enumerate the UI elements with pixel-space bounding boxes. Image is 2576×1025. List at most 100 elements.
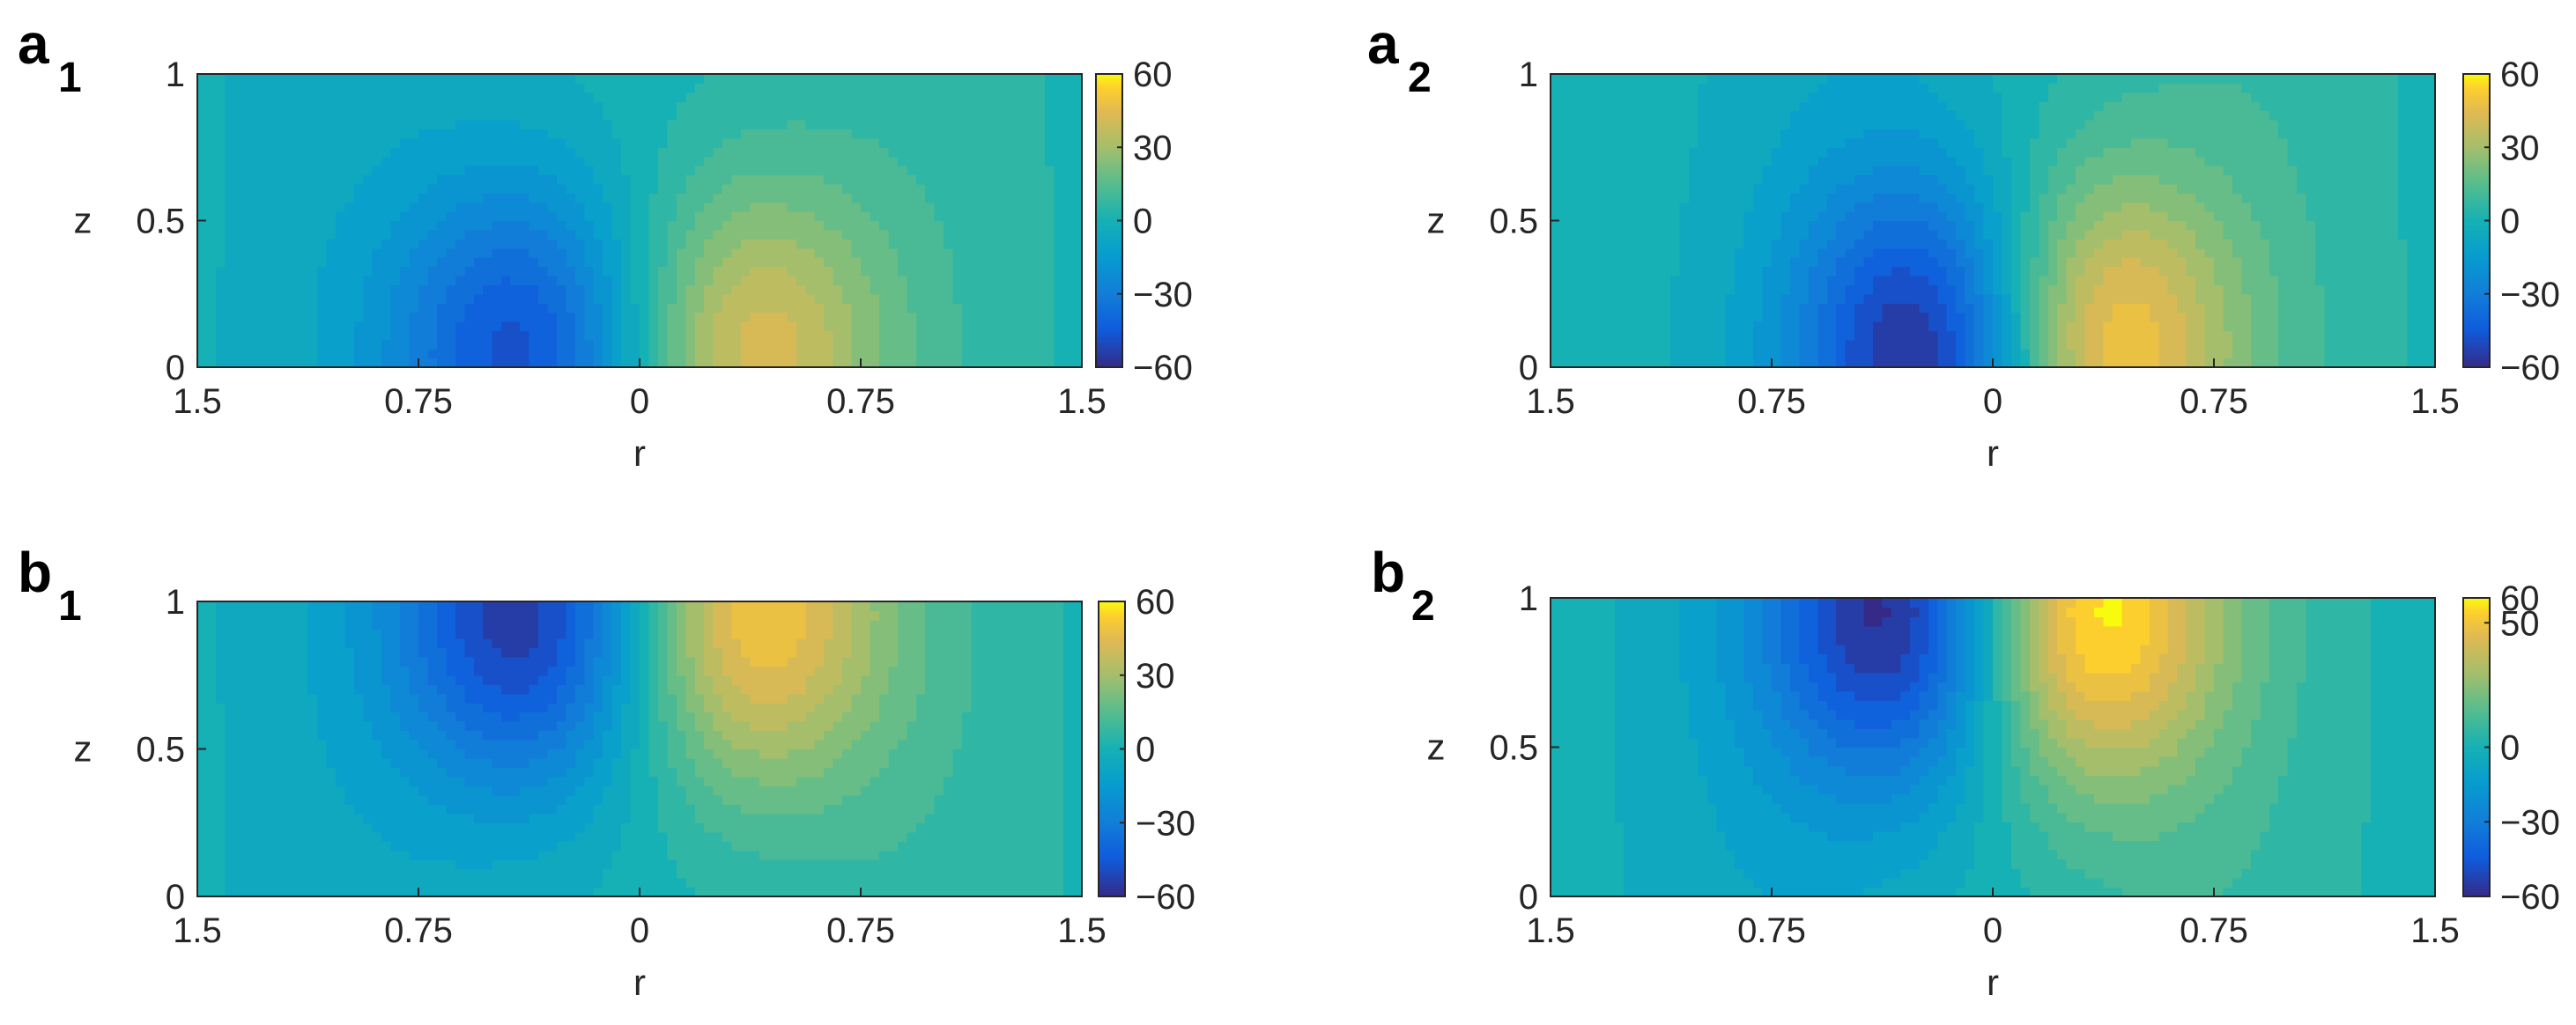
- heatmap-cell: [418, 312, 429, 322]
- heatmap-cell: [584, 74, 595, 85]
- heatmap-cell: [878, 92, 889, 102]
- heatmap-cell: [989, 330, 1000, 341]
- heatmap-cell: [971, 220, 981, 231]
- heatmap-cell: [1063, 349, 1074, 359]
- heatmap-cell: [547, 229, 558, 240]
- heatmap-cell: [299, 193, 309, 203]
- heatmap-cell: [1035, 349, 1046, 359]
- heatmap-cell: [1725, 120, 1736, 130]
- heatmap-cell: [1928, 330, 1938, 341]
- heatmap-cell: [1956, 211, 1966, 222]
- heatmap-cell: [2039, 110, 2049, 121]
- heatmap-cell: [907, 92, 917, 102]
- heatmap-cell: [621, 321, 632, 331]
- heatmap-cell: [206, 229, 217, 240]
- heatmap-cell: [537, 74, 549, 85]
- heatmap-cell: [1669, 147, 1681, 158]
- heatmap-cell: [1772, 101, 1782, 112]
- colorbar-segment: [1096, 357, 1122, 361]
- heatmap-cell: [1008, 358, 1018, 368]
- heatmap-cell: [1642, 229, 1653, 240]
- heatmap-cell: [1669, 156, 1681, 166]
- heatmap-cell: [630, 229, 640, 240]
- heatmap-cell: [400, 137, 411, 148]
- heatmap-cell: [1063, 229, 1074, 240]
- heatmap-cell: [1605, 358, 1616, 368]
- heatmap-cell: [2010, 101, 2021, 112]
- heatmap-cell: [1633, 166, 1644, 176]
- heatmap-cell: [1900, 358, 1911, 368]
- heatmap-cell: [2029, 229, 2039, 240]
- heatmap-cell: [206, 174, 217, 185]
- heatmap-cell: [1735, 74, 1745, 85]
- heatmap-cell: [363, 266, 374, 277]
- heatmap-cell: [1035, 147, 1046, 158]
- heatmap-cell: [363, 293, 374, 304]
- heatmap-cell: [1863, 266, 1874, 277]
- heatmap-cell: [1900, 303, 1911, 313]
- heatmap-cell: [1551, 284, 1561, 295]
- heatmap-cell: [1789, 266, 1800, 277]
- heatmap-cell: [1072, 229, 1083, 240]
- heatmap-cell: [427, 339, 438, 350]
- heatmap-cell: [1845, 183, 1855, 194]
- heatmap-cell: [1035, 110, 1046, 121]
- heatmap-cell: [1826, 349, 1837, 359]
- heatmap-cell: [280, 275, 291, 285]
- heatmap-cell: [1026, 83, 1037, 93]
- colorbar-segment: [1096, 333, 1122, 336]
- heatmap-cell: [400, 129, 411, 139]
- heatmap-cell: [814, 193, 825, 203]
- heatmap-cell: [861, 193, 871, 203]
- heatmap-cell: [2039, 293, 2049, 304]
- heatmap-cell: [215, 220, 226, 231]
- heatmap-cell: [464, 110, 475, 121]
- heatmap-cell: [547, 358, 558, 368]
- heatmap-cell: [1587, 174, 1597, 185]
- heatmap-cell: [971, 101, 981, 112]
- heatmap-cell: [464, 275, 475, 285]
- heatmap-cell: [547, 92, 558, 102]
- heatmap-cell: [1072, 312, 1083, 322]
- heatmap-cell: [640, 303, 650, 313]
- colorbar-segment: [1096, 125, 1122, 129]
- heatmap-cell: [1983, 220, 1994, 231]
- heatmap-cell: [694, 284, 705, 295]
- heatmap-cell: [1937, 74, 1948, 85]
- heatmap-cell: [897, 101, 907, 112]
- heatmap-cell: [2057, 303, 2068, 313]
- colorbar-segment: [1096, 195, 1122, 200]
- heatmap-cell: [529, 92, 539, 102]
- heatmap-cell: [1900, 239, 1911, 249]
- heatmap-cell: [363, 247, 374, 258]
- heatmap-cell: [1615, 266, 1625, 277]
- heatmap-cell: [299, 303, 309, 313]
- heatmap-cell: [1891, 129, 1902, 139]
- heatmap-cell: [252, 312, 263, 322]
- heatmap-cell: [1026, 166, 1037, 176]
- heatmap-cell: [750, 275, 760, 285]
- heatmap-cell: [851, 220, 862, 231]
- heatmap-cell: [630, 110, 640, 121]
- heatmap-cell: [316, 166, 328, 176]
- heatmap-cell: [1679, 349, 1690, 359]
- heatmap-cell: [1026, 247, 1037, 258]
- heatmap-cell: [603, 202, 613, 212]
- heatmap-cell: [206, 358, 217, 368]
- heatmap-cell: [704, 229, 714, 240]
- heatmap-cell: [1605, 257, 1616, 268]
- heatmap-cell: [787, 220, 797, 231]
- heatmap-cell: [363, 166, 374, 176]
- heatmap-cell: [1063, 339, 1074, 350]
- heatmap-cell: [252, 293, 263, 304]
- heatmap-cell: [262, 92, 272, 102]
- heatmap-cell: [206, 247, 217, 258]
- colorbar-segment: [1096, 328, 1122, 331]
- heatmap-cell: [888, 174, 899, 185]
- heatmap-cell: [1826, 239, 1837, 249]
- heatmap-cell: [1808, 284, 1818, 295]
- heatmap-cell: [316, 293, 328, 304]
- heatmap-cell: [915, 110, 926, 121]
- heatmap-cell: [611, 92, 622, 102]
- heatmap-cell: [206, 101, 217, 112]
